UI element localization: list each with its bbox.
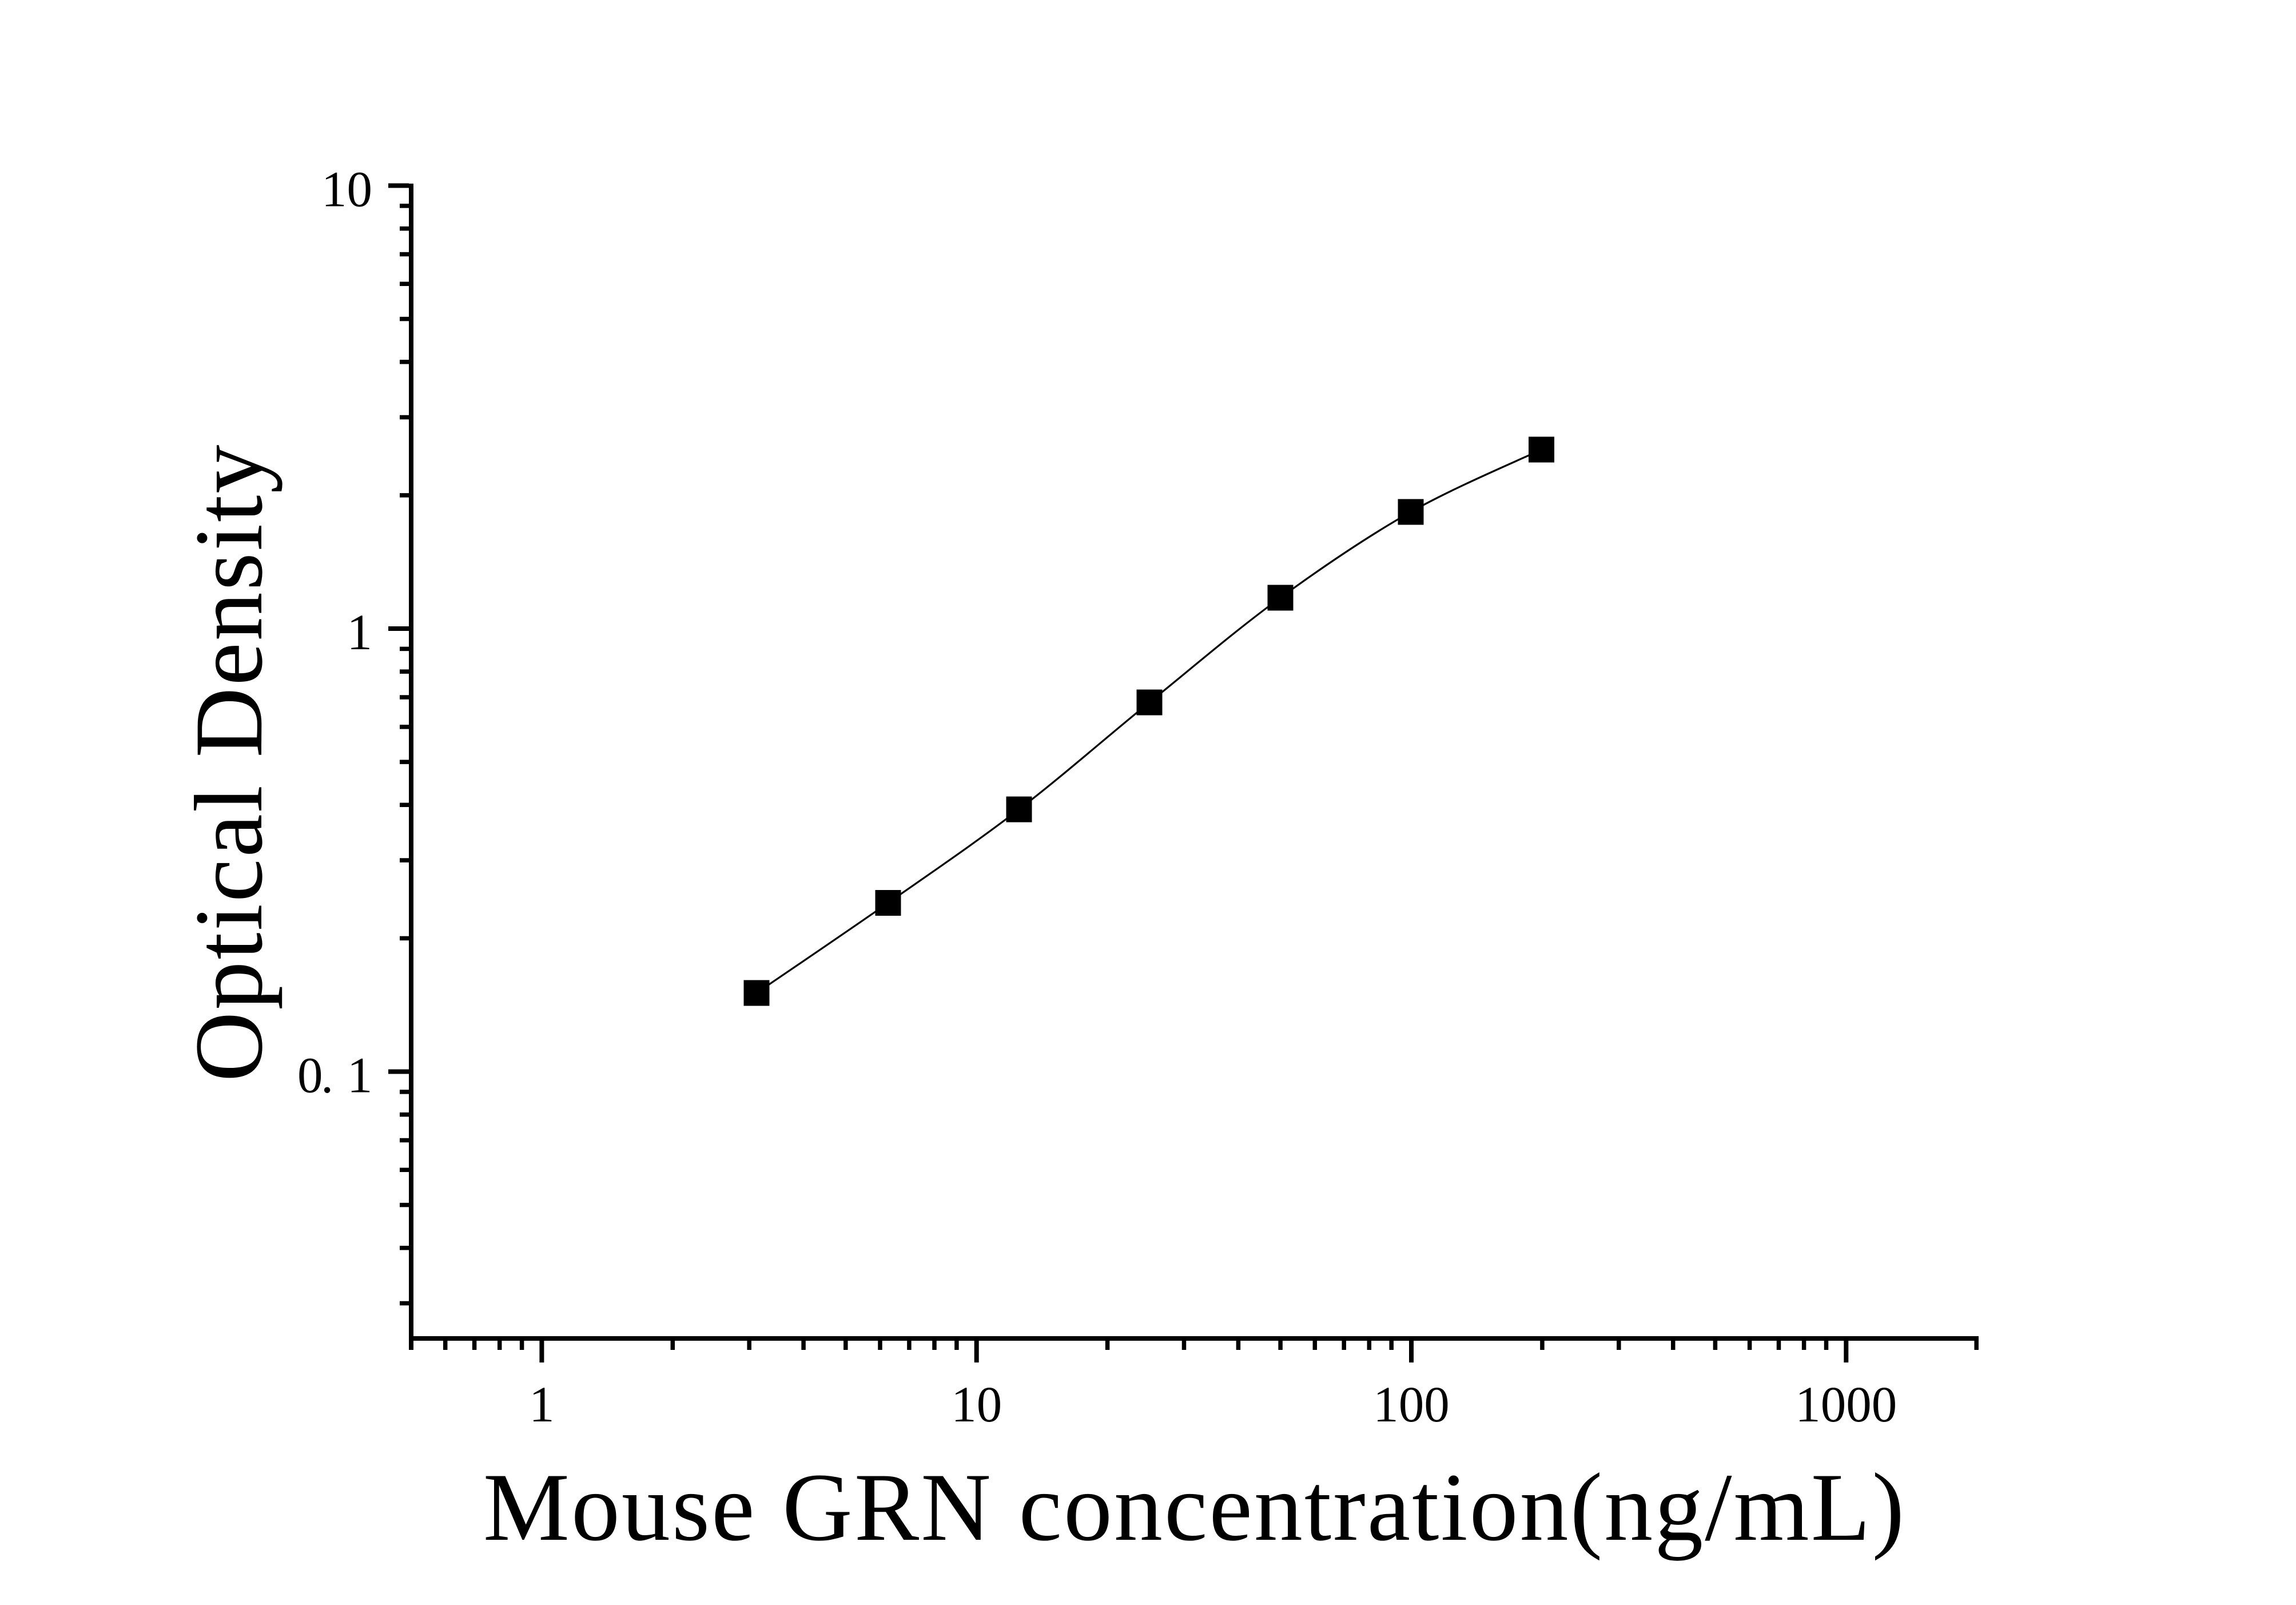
svg-text:10: 10 (951, 1377, 1002, 1433)
svg-text:Optical Density: Optical Density (175, 443, 282, 1082)
svg-text:1000: 1000 (1795, 1377, 1897, 1433)
svg-text:1: 1 (347, 605, 373, 661)
svg-text:100: 100 (1373, 1377, 1450, 1433)
svg-text:10: 10 (321, 162, 372, 218)
svg-text:Mouse GRN concentration(ng/mL): Mouse GRN concentration(ng/mL) (483, 1453, 1906, 1561)
svg-text:1: 1 (529, 1377, 555, 1433)
svg-text:0.1: 0. 1 (297, 1048, 373, 1104)
